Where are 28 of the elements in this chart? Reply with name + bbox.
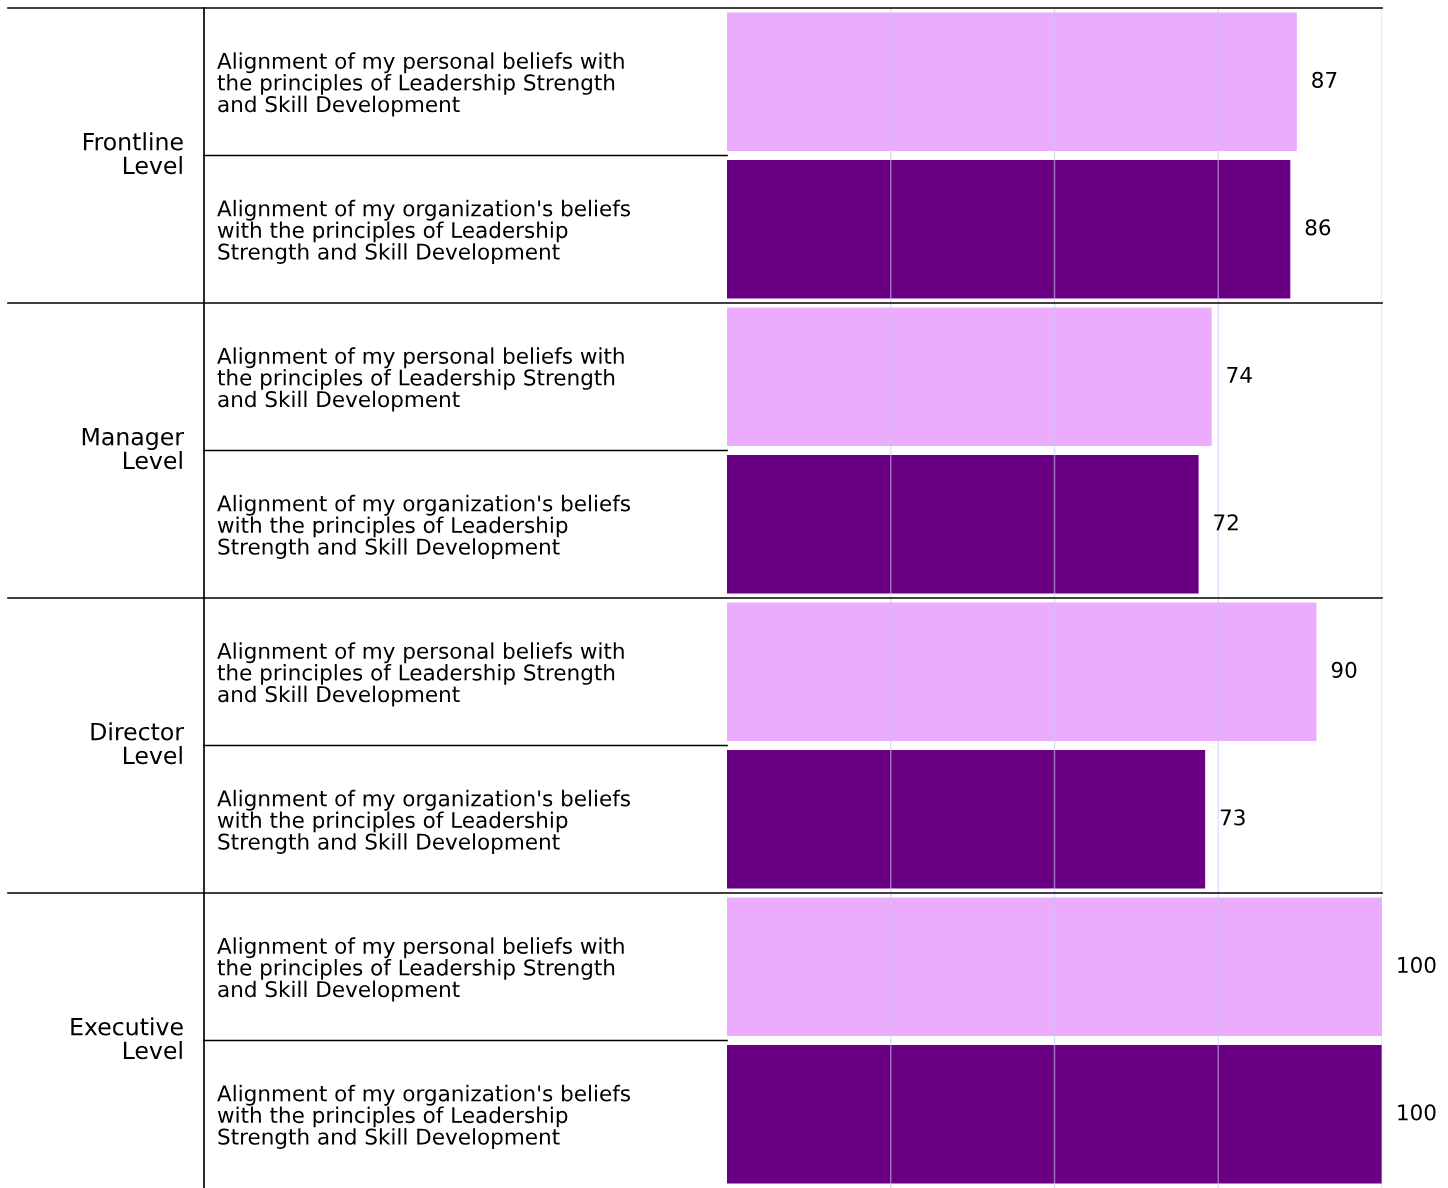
y-tick-label: Alignment of my personal beliefs with the principles of Leadership Strength and Skill Development bbox=[217, 347, 624, 412]
y-tick-label: Alignment of my personal beliefs with the principles of Leadership Strength and Skill Development bbox=[217, 642, 624, 707]
data-label: 72 bbox=[1214, 514, 1238, 531]
bar bbox=[727, 454, 1199, 594]
bar bbox=[727, 749, 1206, 889]
bar bbox=[727, 159, 1291, 299]
y-tick-label: Alignment of my organization's beliefs with the principles of Leadership Strength and Skill Development bbox=[217, 199, 630, 264]
data-label: 86 bbox=[1305, 219, 1331, 236]
y-tick-label: Alignment of my personal beliefs with the principles of Leadership Strength and Skill Development bbox=[217, 937, 624, 1002]
bar bbox=[727, 897, 1382, 1037]
bar bbox=[727, 12, 1297, 152]
y-tick-label: Alignment of my organization's beliefs with the principles of Leadership Strength and Skill Development bbox=[217, 789, 630, 854]
text: Manager Level bbox=[82, 427, 184, 470]
data-label: 74 bbox=[1227, 367, 1252, 383]
text: Frontline Level bbox=[84, 132, 183, 175]
data-label: 73 bbox=[1220, 809, 1245, 826]
text: Director Level bbox=[91, 722, 184, 765]
bar bbox=[727, 1044, 1382, 1184]
data-label: 87 bbox=[1312, 71, 1337, 88]
bar bbox=[727, 602, 1317, 742]
y-tick-label: Alignment of my organization's beliefs with the principles of Leadership Strength and Skill Development bbox=[217, 494, 630, 559]
data-label: 100 bbox=[1398, 956, 1436, 973]
y-tick-label: Alignment of my organization's beliefs with the principles of Leadership Strength and Skill Development bbox=[217, 1084, 630, 1149]
bar bbox=[727, 307, 1212, 447]
data-label: 100 bbox=[1398, 1104, 1436, 1121]
data-label: 90 bbox=[1331, 661, 1357, 678]
y-tick-label: Alignment of my personal beliefs with the principles of Leadership Strength and Skill Development bbox=[217, 52, 624, 117]
text: Executive Level bbox=[71, 1017, 183, 1060]
